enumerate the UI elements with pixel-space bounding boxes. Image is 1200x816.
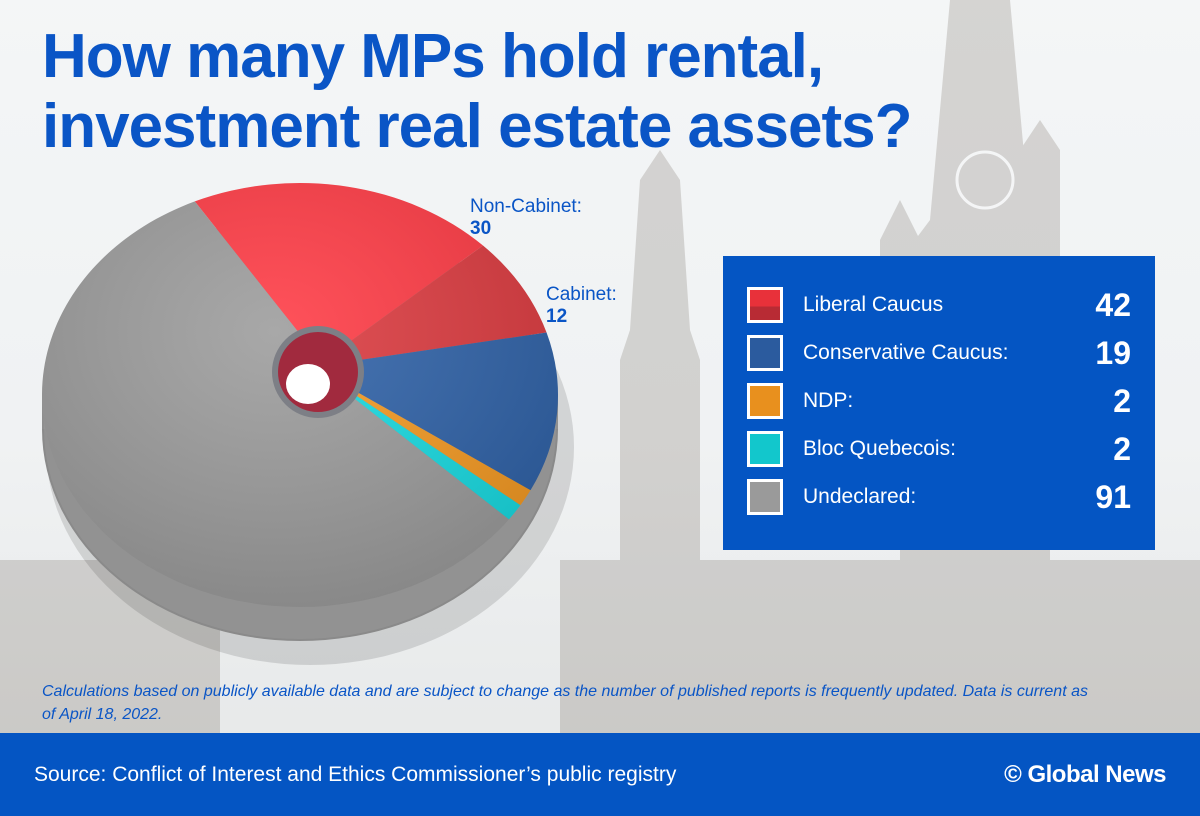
legend-label: NDP: <box>803 389 854 412</box>
liberal-swatch <box>747 287 783 323</box>
donut-hole <box>286 364 330 404</box>
callout-label: Cabinet: <box>546 284 617 305</box>
callout-non-cabinet: Non-Cabinet: 30 <box>470 196 582 240</box>
legend-box: Liberal Caucus 42 Conservative Caucus: 1… <box>723 256 1155 550</box>
callout-cabinet: Cabinet: 12 <box>546 284 617 328</box>
legend-value: 91 <box>1095 478 1131 515</box>
donut-pie-chart <box>41 183 574 665</box>
legend-item-undeclared: Undeclared: 91 <box>747 476 1131 518</box>
legend-value: 2 <box>1113 382 1131 419</box>
legend-item-bloc: Bloc Quebecois: 2 <box>747 428 1131 470</box>
ndp-swatch <box>747 383 783 419</box>
callout-value: 30 <box>470 218 492 239</box>
legend-item-ndp: NDP: 2 <box>747 380 1131 422</box>
legend-label: Bloc Quebecois: <box>803 437 956 460</box>
legend-value: 42 <box>1095 286 1131 323</box>
conservative-swatch <box>747 335 783 371</box>
legend-label: Liberal Caucus <box>803 293 944 316</box>
legend-item-liberal: Liberal Caucus 42 <box>747 284 1131 326</box>
source-credit: Source: Conflict of Interest and Ethics … <box>34 763 677 786</box>
legend-label: Conservative Caucus: <box>803 341 1009 364</box>
legend-value: 19 <box>1095 334 1131 371</box>
legend-item-conservative: Conservative Caucus: 19 <box>747 332 1131 374</box>
footer-bar: Source: Conflict of Interest and Ethics … <box>0 733 1200 816</box>
legend-label: Undeclared: <box>803 485 917 508</box>
legend-value: 2 <box>1113 430 1131 467</box>
callout-value: 12 <box>546 306 568 327</box>
bloc-swatch <box>747 431 783 467</box>
global-news-logo: © Global News <box>1004 761 1166 788</box>
chart-title: How many MPs hold rental, investment rea… <box>42 22 912 161</box>
data-disclaimer-note: Calculations based on publicly available… <box>42 683 1088 723</box>
callout-label: Non-Cabinet: <box>470 196 582 217</box>
undeclared-swatch <box>747 479 783 515</box>
